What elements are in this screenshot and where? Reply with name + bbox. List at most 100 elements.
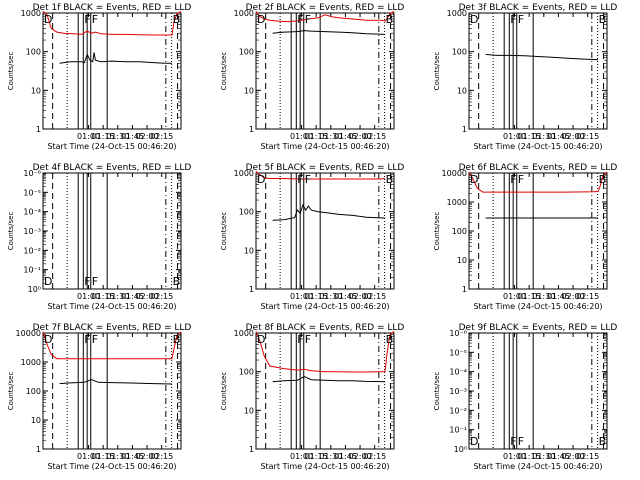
marker-label: B: [386, 333, 394, 346]
y-tick-label: 10: [457, 86, 467, 95]
x-tick-label: 02:00: [136, 132, 159, 141]
marker-label: F: [518, 13, 524, 26]
x-tick-label: 01:00: [77, 452, 100, 461]
events-series-line: [272, 30, 386, 35]
marker-label: F: [518, 435, 524, 448]
x-tick-label: 01:30: [319, 132, 342, 141]
marker-label: F: [297, 173, 303, 186]
marker-label: B: [173, 275, 181, 288]
x-tick-label: 02:15: [363, 452, 386, 461]
x-tick-label: 01:00: [77, 132, 100, 141]
x-tick-label: 02:15: [363, 132, 386, 141]
panel-title: Det 2f BLACK = Events, RED = LLD: [246, 3, 405, 13]
panel-7: Det 7f BLACK = Events, RED = LLD 1 10 100 10…: [7, 323, 191, 471]
y-tick-label: 10⁰: [454, 445, 467, 454]
y-tick-label: 10⁻²: [23, 246, 41, 255]
y-tick-label: 100: [452, 227, 467, 236]
x-tick-label: 01:45: [334, 452, 357, 461]
x-tick-label: 01:15: [305, 292, 328, 301]
y-tick-label: 1000: [21, 358, 41, 367]
marker-label: F: [297, 13, 303, 26]
y-tick-label: 1000: [447, 198, 467, 207]
marker-label: F: [305, 13, 311, 26]
y-tick-label: 100: [239, 208, 254, 217]
x-tick-label: 01:15: [92, 292, 115, 301]
y-tick-label: 100: [26, 387, 41, 396]
x-tick-label: 01:45: [121, 452, 144, 461]
y-tick-label: 1000: [234, 329, 254, 338]
x-axis-label: Start Time (24-Oct-15 00:46:20): [473, 462, 602, 471]
lld-series-line: [42, 331, 182, 360]
marker-label: F: [305, 333, 311, 346]
panel-title: Det 9f BLACK = Events, RED = LLD: [459, 323, 618, 333]
x-tick-label: 02:00: [562, 292, 585, 301]
y-tick-label: 100: [26, 48, 41, 57]
y-tick-label: 1000: [21, 9, 41, 18]
y-tick-label: 10⁻²: [449, 406, 467, 415]
x-tick-label: 01:45: [547, 452, 570, 461]
y-axis-label: Counts/sec: [433, 372, 441, 411]
marker-label: F: [297, 333, 303, 346]
lld-series-line: [255, 171, 386, 180]
marker-label: D: [44, 275, 52, 288]
x-tick-label: 01:00: [290, 132, 313, 141]
y-axis-label: Counts/sec: [433, 212, 441, 251]
x-tick-label: 01:00: [503, 452, 526, 461]
panel-9: Det 9f BLACK = Events, RED = LLD 10⁰ 10⁻¹ 1…: [433, 323, 617, 471]
y-tick-label: 10⁻⁶: [449, 329, 467, 338]
x-tick-label: 02:15: [150, 292, 173, 301]
panel-8: Det 8f BLACK = Events, RED = LLD 1 10 100 10…: [220, 323, 404, 471]
x-tick-label: 01:00: [503, 292, 526, 301]
x-tick-label: 02:00: [349, 292, 372, 301]
panel-1: Det 1f BLACK = Events, RED = LLD 1 10 100 10…: [7, 3, 191, 151]
x-tick-label: 01:15: [518, 292, 541, 301]
x-tick-label: 01:30: [532, 452, 555, 461]
x-tick-label: 01:45: [121, 132, 144, 141]
y-tick-label: 10⁻⁴: [449, 368, 467, 377]
marker-label: F: [305, 173, 311, 186]
x-tick-label: 02:15: [150, 132, 173, 141]
plot-frame: [468, 172, 608, 290]
x-tick-label: 01:15: [305, 132, 328, 141]
x-tick-label: 02:15: [150, 452, 173, 461]
x-axis-label: Start Time (24-Oct-15 00:46:20): [47, 302, 176, 311]
x-tick-label: 01:00: [503, 132, 526, 141]
lld-series-line: [255, 331, 395, 373]
x-tick-label: 01:15: [305, 452, 328, 461]
marker-label: B: [599, 173, 607, 186]
events-series-line: [272, 375, 386, 383]
events-series-line: [59, 52, 172, 64]
x-tick-label: 01:15: [92, 132, 115, 141]
panel-title: Det 4f BLACK = Events, RED = LLD: [33, 163, 192, 173]
y-tick-label: 1: [249, 285, 254, 294]
x-tick-label: 01:00: [77, 292, 100, 301]
y-axis-label: Counts/sec: [220, 212, 228, 251]
x-tick-label: 01:30: [319, 292, 342, 301]
marker-label: F: [510, 13, 516, 26]
plot-frame: [42, 332, 182, 450]
marker-label: F: [518, 173, 524, 186]
panel-title: Det 6f BLACK = Events, RED = LLD: [459, 163, 618, 173]
x-tick-label: 01:30: [106, 132, 129, 141]
x-tick-label: 01:30: [106, 292, 129, 301]
x-axis-label: Start Time (24-Oct-15 00:46:20): [473, 302, 602, 311]
y-tick-label: 1: [36, 125, 41, 134]
x-tick-label: 02:00: [562, 132, 585, 141]
marker-label: F: [92, 333, 98, 346]
plot-frame: [468, 12, 608, 130]
panel-2: Det 2f BLACK = Events, RED = LLD 1 10 100 10…: [220, 3, 404, 151]
x-tick-label: 01:30: [319, 452, 342, 461]
x-tick-label: 02:00: [136, 292, 159, 301]
marker-label: F: [84, 333, 90, 346]
y-tick-label: 1: [249, 125, 254, 134]
y-tick-label: 10⁻⁶: [23, 169, 41, 178]
plot-frame: [255, 12, 395, 130]
y-tick-label: 10⁻³: [449, 387, 467, 396]
marker-label: F: [84, 275, 90, 288]
y-axis-label: Counts/sec: [7, 52, 15, 91]
plot-frame: [42, 12, 182, 130]
y-tick-label: 10: [31, 416, 41, 425]
y-tick-label: 10⁻⁵: [23, 188, 41, 197]
y-axis-label: Counts/sec: [7, 372, 15, 411]
events-series-line: [272, 203, 386, 221]
